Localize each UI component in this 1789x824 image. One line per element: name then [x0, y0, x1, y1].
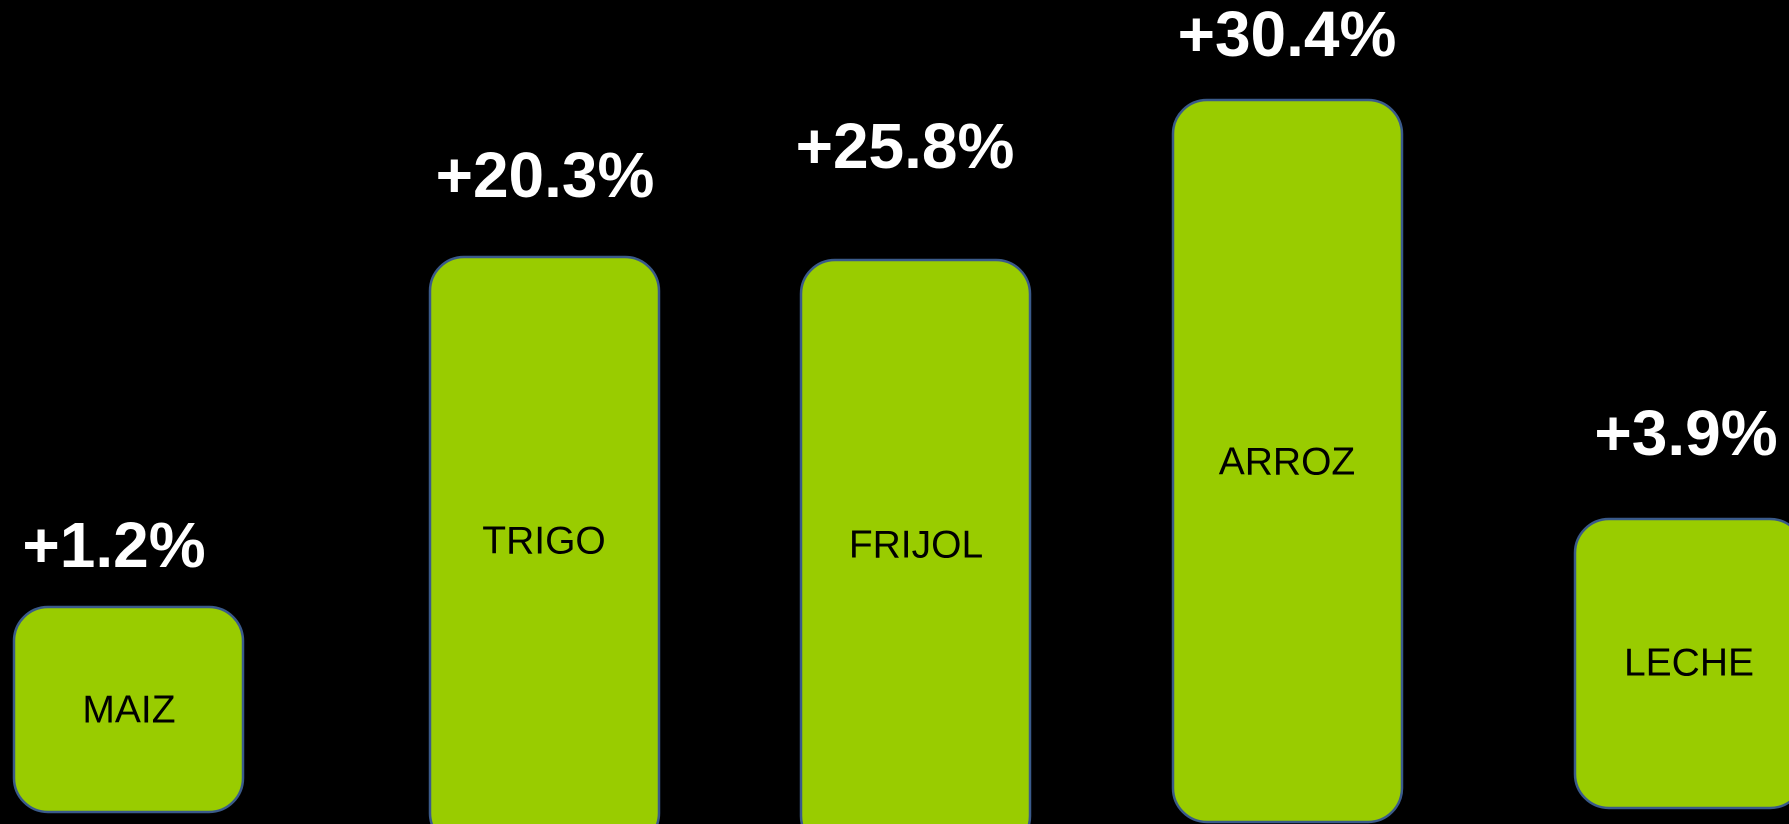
item-label: FRIJOL	[849, 523, 983, 566]
item-label: LECHE	[1624, 641, 1754, 684]
item-value: +3.9%	[1594, 397, 1777, 469]
item-label: TRIGO	[482, 519, 606, 562]
item-value: +1.2%	[22, 509, 205, 581]
item-value: +20.3%	[436, 139, 655, 211]
item-box	[799, 258, 1032, 824]
item-box	[1171, 98, 1404, 824]
item-box	[428, 255, 661, 824]
item-value: +30.4%	[1178, 0, 1397, 70]
item-label: ARROZ	[1219, 440, 1356, 483]
item-value: +25.8%	[796, 110, 1015, 182]
item-box	[1573, 517, 1789, 810]
item-box	[12, 605, 245, 814]
item-label: MAIZ	[82, 688, 175, 731]
